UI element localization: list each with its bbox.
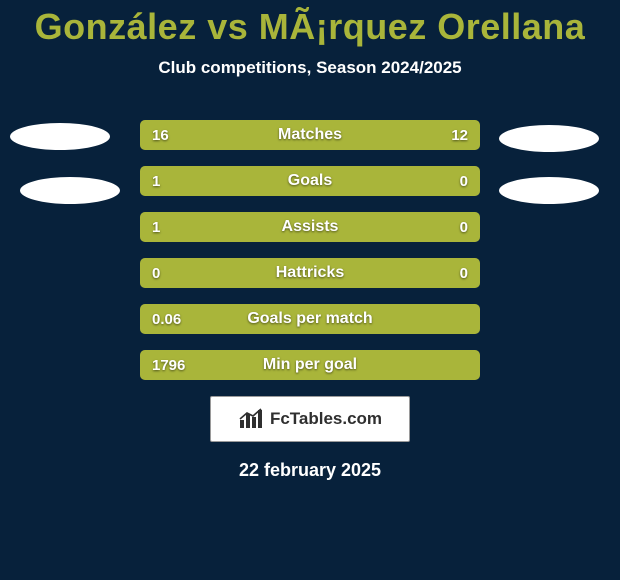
stat-row: 1Goals0	[140, 166, 480, 196]
page-title: González vs MÃ¡rquez Orellana	[0, 0, 620, 48]
bars-icon	[238, 408, 264, 430]
player-right-ellipse-1	[499, 125, 599, 152]
stat-value-right: 0	[460, 212, 468, 242]
player-left-ellipse-1	[10, 123, 110, 150]
source-badge: FcTables.com	[210, 396, 410, 442]
stat-row: 1Assists0	[140, 212, 480, 242]
page-subtitle: Club competitions, Season 2024/2025	[0, 58, 620, 78]
stat-row: 16Matches12	[140, 120, 480, 150]
stat-value-right: 12	[451, 120, 468, 150]
stat-label: Goals per match	[140, 304, 480, 334]
source-badge-text: FcTables.com	[270, 409, 382, 429]
footer-date: 22 february 2025	[0, 460, 620, 481]
player-left-ellipse-2	[20, 177, 120, 204]
player-right-ellipse-2	[499, 177, 599, 204]
stat-label: Assists	[140, 212, 480, 242]
stat-row: 0Hattricks0	[140, 258, 480, 288]
stat-label: Goals	[140, 166, 480, 196]
comparison-card: González vs MÃ¡rquez Orellana Club compe…	[0, 0, 620, 580]
stats-container: 16Matches121Goals01Assists00Hattricks00.…	[140, 120, 480, 380]
stat-row: 1796Min per goal	[140, 350, 480, 380]
stat-row: 0.06Goals per match	[140, 304, 480, 334]
stat-label: Min per goal	[140, 350, 480, 380]
stat-label: Hattricks	[140, 258, 480, 288]
stat-label: Matches	[140, 120, 480, 150]
stat-value-right: 0	[460, 258, 468, 288]
stat-value-right: 0	[460, 166, 468, 196]
